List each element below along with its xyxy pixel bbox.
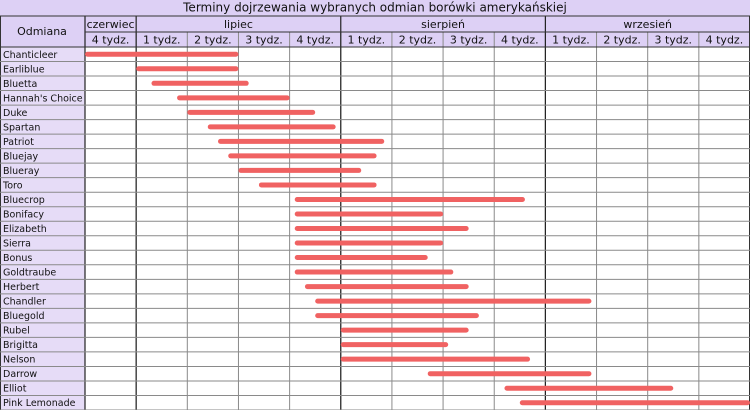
range-bar	[151, 80, 249, 86]
week-label: 1 tydz.	[143, 34, 181, 47]
range-bar	[228, 153, 377, 159]
category-label: Chanticleer	[3, 50, 57, 61]
range-bar	[136, 66, 239, 72]
range-bar	[258, 182, 377, 188]
category-label: Darrow	[3, 369, 37, 380]
range-bar	[294, 226, 469, 231]
range-bar	[218, 138, 385, 144]
range-bar	[294, 211, 444, 217]
category-header: Odmiana	[17, 25, 67, 38]
range-bar	[294, 196, 525, 202]
category-label: Elizabeth	[3, 224, 47, 235]
range-bar	[504, 385, 674, 391]
category-label: Duke	[3, 108, 27, 119]
week-label: 1 tydz.	[552, 34, 590, 47]
range-bar	[187, 109, 316, 115]
label-column-bg	[0, 47, 85, 410]
category-label: Patriot	[3, 137, 34, 148]
week-label: 4 tydz.	[296, 34, 334, 47]
range-bar	[340, 356, 531, 362]
range-bar	[294, 269, 454, 275]
category-label: Pink Lemonade	[3, 398, 76, 409]
category-label: Bluejay	[3, 151, 38, 162]
week-label: 2 tydz.	[194, 34, 232, 47]
week-label: 1 tydz.	[348, 34, 386, 47]
range-bar	[340, 327, 469, 333]
category-label: Spartan	[3, 122, 40, 133]
month-label: wrzesień	[623, 18, 672, 31]
category-label: Elliot	[3, 384, 27, 395]
month-label: sierpień	[421, 18, 465, 31]
week-label: 2 tydz.	[399, 34, 437, 47]
category-label: Brigitta	[3, 340, 38, 351]
week-label: 3 tydz.	[654, 34, 692, 47]
range-bar	[315, 313, 479, 319]
range-bar	[294, 255, 428, 261]
category-label: Blueray	[3, 166, 40, 177]
week-label: 3 tydz.	[245, 34, 283, 47]
category-label: Rubel	[3, 326, 30, 337]
range-bar	[427, 371, 592, 377]
week-label: 4 tydz.	[92, 34, 130, 47]
month-label: czerwiec	[87, 18, 135, 31]
week-label: 4 tydz.	[501, 34, 539, 47]
week-label: 2 tydz.	[603, 34, 641, 47]
category-label: Bluetta	[3, 79, 37, 90]
range-bar	[304, 284, 469, 290]
week-label: 4 tydz.	[706, 34, 744, 47]
category-label: Bonus	[3, 253, 32, 264]
category-label: Herbert	[3, 282, 40, 293]
category-label: Bluegold	[3, 311, 45, 322]
chart-title: Terminy dojrzewania wybranych odmian bor…	[182, 1, 567, 15]
range-bar	[238, 167, 362, 173]
header-bg	[0, 0, 750, 47]
range-bar	[519, 400, 750, 406]
range-bar	[207, 124, 336, 130]
range-bar	[315, 298, 592, 304]
category-label: Bonifacy	[3, 209, 44, 220]
month-label: lipiec	[224, 18, 253, 31]
category-label: Goldtraube	[3, 268, 56, 279]
category-label: Toro	[2, 180, 23, 191]
range-bar	[177, 95, 290, 101]
week-label: 3 tydz.	[450, 34, 488, 47]
range-bar	[340, 342, 449, 348]
category-label: Nelson	[3, 355, 35, 366]
category-label: Chandler	[3, 297, 46, 308]
category-label: Sierra	[3, 239, 31, 250]
category-label: Earliblue	[3, 64, 45, 75]
category-label: Hannah's Choice	[3, 93, 83, 104]
category-label: Bluecrop	[3, 195, 45, 206]
range-bar	[85, 51, 239, 57]
range-bar	[294, 240, 444, 246]
